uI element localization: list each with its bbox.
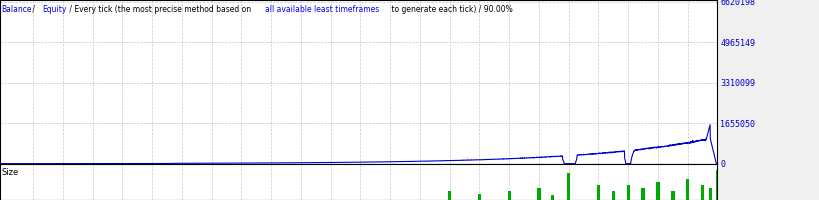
Bar [686, 179, 689, 200]
Bar [626, 185, 629, 200]
Bar [700, 185, 704, 200]
Bar [708, 188, 712, 200]
Text: Balance: Balance [2, 5, 32, 14]
Bar [566, 173, 570, 200]
Text: all available least timeframes: all available least timeframes [265, 5, 379, 14]
Bar [447, 191, 451, 200]
Text: /: / [30, 5, 38, 14]
Bar [655, 182, 659, 200]
Text: Equity: Equity [43, 5, 67, 14]
Bar [477, 194, 481, 200]
Bar [640, 188, 644, 200]
Bar [611, 191, 614, 200]
Text: / Every tick (the most precise method based on: / Every tick (the most precise method ba… [67, 5, 254, 14]
Bar [715, 170, 718, 200]
Bar [596, 185, 600, 200]
Bar [536, 188, 540, 200]
Text: to generate each tick) / 90.00%: to generate each tick) / 90.00% [389, 5, 513, 14]
Bar [550, 195, 554, 200]
Bar [670, 191, 674, 200]
Bar [507, 191, 510, 200]
Text: Size: Size [2, 168, 19, 177]
